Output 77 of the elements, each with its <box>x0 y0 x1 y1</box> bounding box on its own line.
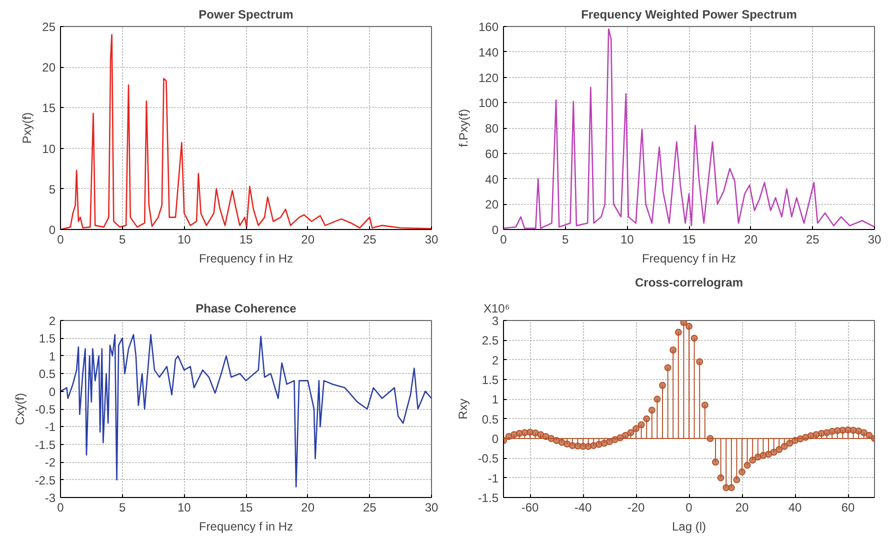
y-tick-label: -1 <box>44 420 56 434</box>
y-tick-label: 80 <box>485 122 499 136</box>
y-tick-label: 1 <box>492 392 499 407</box>
x-tick-label: 30 <box>424 232 438 246</box>
y-axis-title: Pxy(f) <box>20 112 34 144</box>
y-axis-title: Rxy <box>456 398 470 420</box>
y-tick-label: 10 <box>42 142 56 156</box>
y-tick-label: 0 <box>48 384 56 399</box>
y-tick-label: -3 <box>44 491 56 505</box>
x-tick-label: 15 <box>682 232 696 246</box>
y-tick-label: 120 <box>478 70 499 85</box>
y-tick-label: -2.5 <box>34 473 56 488</box>
x-tick-label: 20 <box>301 500 315 514</box>
x-tick-label: -40 <box>574 500 592 514</box>
x-axis-title: Frequency f in Hz <box>198 520 294 534</box>
y-tick-label: -0.5 <box>478 452 499 466</box>
y-axis-title: f.Pxy(f) <box>456 108 470 147</box>
x-axis-title: Frequency f in Hz <box>642 252 736 266</box>
chart-title: Power Spectrum <box>198 8 294 22</box>
x-tick-label: 0 <box>57 500 64 514</box>
y-tick-label: 0.5 <box>482 412 499 426</box>
chart-title: Cross-correlogram <box>634 276 744 290</box>
y-tick-label: 60 <box>485 146 499 161</box>
y-tick-label: -2 <box>44 456 56 470</box>
y-tick-label: 20 <box>42 60 56 75</box>
x-axis-title: Frequency f in Hz <box>198 252 294 266</box>
x-tick-label: 5 <box>118 232 126 246</box>
x-tick-label: 10 <box>177 232 192 246</box>
x-tick-label: 10 <box>177 500 192 514</box>
y-tick-label: 0 <box>492 223 499 237</box>
x-axis-title: Lag (l) <box>672 520 706 534</box>
x-tick-label: 25 <box>362 232 377 246</box>
x-tick-label: 30 <box>868 232 882 246</box>
y-tick-label: 1.5 <box>38 332 56 346</box>
x-tick-label: 20 <box>744 232 758 246</box>
y-tick-label: 5 <box>48 182 56 196</box>
y-tick-label: 1 <box>48 349 56 364</box>
x-tick-label: 5 <box>562 232 569 246</box>
y-tick-label: 0.5 <box>38 367 56 382</box>
x-tick-label: 30 <box>424 500 438 514</box>
x-tick-label: -20 <box>627 500 645 514</box>
y-tick-label: 2 <box>48 314 56 328</box>
y-tick-label: -0.5 <box>34 402 56 416</box>
y-tick-label: 2.5 <box>482 334 499 348</box>
x-tick-label: 15 <box>239 500 253 514</box>
y-tick-label: 1.5 <box>482 373 499 387</box>
y-tick-label: 0 <box>48 223 56 237</box>
x-tick-label: 5 <box>118 500 126 514</box>
y-tick-label: 20 <box>485 198 499 212</box>
x-tick-label: 10 <box>620 232 634 246</box>
chart-title: Phase Coherence <box>196 302 297 316</box>
y-tick-label: 0 <box>492 432 499 446</box>
x-tick-label: 0 <box>57 232 64 246</box>
x-tick-label: 60 <box>841 500 855 514</box>
x-tick-label: 0 <box>500 232 508 246</box>
y-tick-label: -1.5 <box>478 491 499 505</box>
x-tick-label: 25 <box>362 500 377 514</box>
y-tick-label: 15 <box>42 101 56 116</box>
chart-title: Frequency Weighted Power Spectrum <box>581 8 797 22</box>
y-tick-label: -1 <box>488 471 499 486</box>
y-tick-label: 140 <box>478 45 499 60</box>
y-tick-label: 160 <box>478 20 499 34</box>
x-tick-label: 0 <box>686 500 693 514</box>
text: X10⁶ <box>484 302 510 316</box>
x-tick-label: -60 <box>521 500 539 514</box>
y-tick-label: -1.5 <box>34 438 56 452</box>
x-tick-label: 20 <box>735 500 749 514</box>
y-tick-label: 3 <box>492 314 499 328</box>
x-tick-label: 40 <box>788 500 802 514</box>
y-axis-title: Cxy(f) <box>12 392 27 425</box>
y-tick-label: 40 <box>485 172 499 186</box>
y-tick-label: 100 <box>478 96 499 110</box>
x-tick-label: 15 <box>239 232 253 246</box>
x-tick-label: 25 <box>806 232 820 246</box>
y-tick-label: 25 <box>42 20 56 34</box>
x-tick-label: 20 <box>301 232 315 246</box>
y-tick-label: 2 <box>492 353 499 368</box>
